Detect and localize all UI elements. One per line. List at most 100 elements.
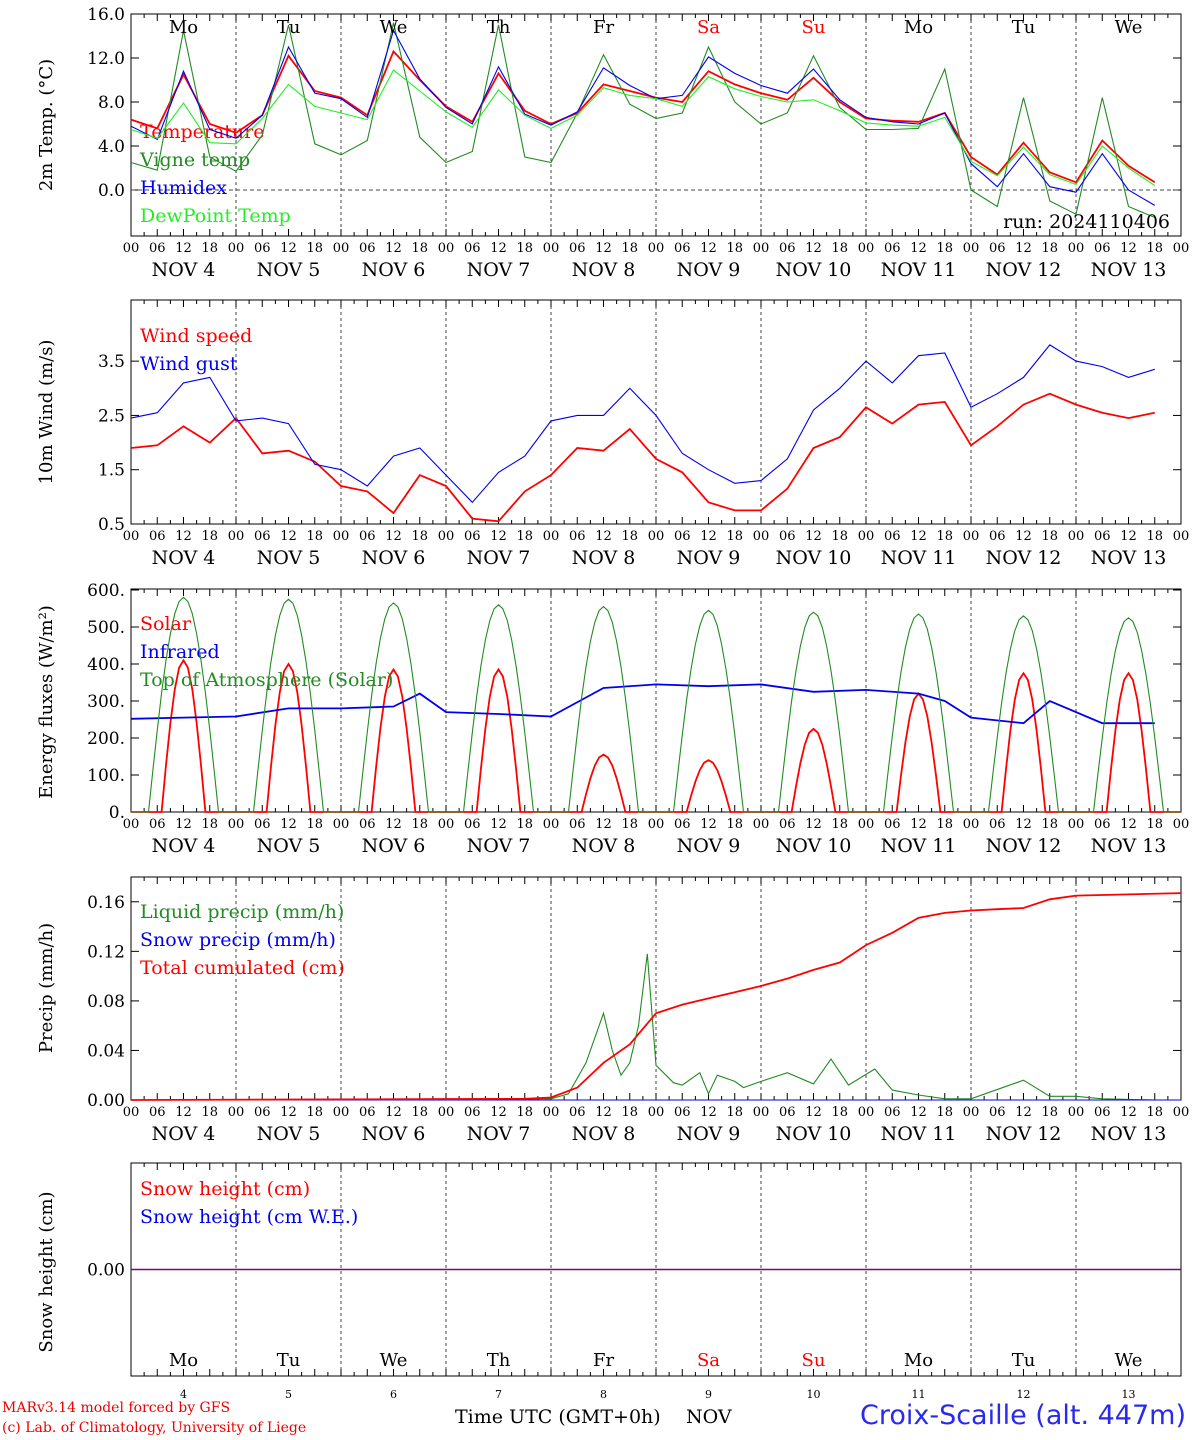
y-axis-title: Precip (mm/h) — [36, 923, 57, 1053]
hour-tick-label: 18 — [1146, 817, 1163, 832]
hour-tick-label: 06 — [884, 241, 901, 256]
hour-tick-label: 18 — [1146, 529, 1163, 544]
hour-tick-label: 18 — [621, 1105, 638, 1120]
hour-tick-label: 00 — [648, 529, 665, 544]
date-label: NOV 7 — [467, 547, 531, 569]
hour-tick-label: 06 — [1094, 1105, 1111, 1120]
hour-tick-label: 00 — [753, 529, 770, 544]
date-label: NOV 6 — [362, 259, 426, 281]
date-label: NOV 5 — [257, 547, 321, 569]
date-label: NOV 6 — [362, 835, 426, 857]
hour-tick-label: 18 — [936, 1105, 953, 1120]
hour-tick-label: 12 — [910, 529, 927, 544]
hour-tick-label: 12 — [910, 1105, 927, 1120]
hour-tick-label: 12 — [595, 1105, 612, 1120]
hour-tick-label: 00 — [648, 1105, 665, 1120]
y-tick-label: 0.00 — [87, 1091, 125, 1111]
hour-tick-label: 18 — [1041, 1105, 1058, 1120]
hour-tick-label: 06 — [254, 529, 271, 544]
series-line-infrared — [130, 683, 1155, 725]
hour-tick-label: 00 — [858, 241, 875, 256]
hour-tick-label: 12 — [175, 817, 192, 832]
hour-tick-label: 00 — [1173, 529, 1190, 544]
hour-tick-label: 18 — [201, 1105, 218, 1120]
time-axis-label: Time UTC (GMT+0h) — [455, 1406, 661, 1428]
day-number-label: 9 — [705, 1388, 712, 1401]
hour-tick-label: 12 — [1120, 1105, 1137, 1120]
hour-tick-label: 06 — [674, 817, 691, 832]
weekday-label: Mo — [904, 1350, 933, 1371]
day-number-label: 5 — [285, 1388, 292, 1401]
hour-tick-label: 06 — [779, 529, 796, 544]
hour-tick-label: 12 — [280, 1105, 297, 1120]
hour-tick-label: 12 — [805, 1105, 822, 1120]
hour-tick-label: 18 — [516, 241, 533, 256]
hour-tick-label: 06 — [989, 241, 1006, 256]
date-label: NOV 13 — [1091, 835, 1167, 857]
hour-tick-label: 18 — [831, 817, 848, 832]
hour-tick-label: 06 — [884, 1105, 901, 1120]
hour-tick-label: 12 — [1015, 1105, 1032, 1120]
hour-tick-label: 12 — [1015, 529, 1032, 544]
weekday-label: We — [1115, 1350, 1143, 1371]
hour-tick-label: 18 — [1146, 241, 1163, 256]
date-label: NOV 9 — [677, 259, 741, 281]
hour-tick-label: 18 — [726, 529, 743, 544]
weekday-label: We — [380, 17, 408, 38]
hour-tick-label: 12 — [280, 241, 297, 256]
hour-tick-label: 18 — [621, 817, 638, 832]
hour-tick-label: 00 — [333, 1105, 350, 1120]
date-label: NOV 13 — [1091, 1123, 1167, 1145]
weekday-label: Tu — [277, 1350, 301, 1371]
hour-tick-label: 00 — [438, 241, 455, 256]
hour-tick-label: 06 — [254, 817, 271, 832]
legend-liquid-precip-mm-h-: Liquid precip (mm/h) — [140, 901, 344, 923]
hour-tick-label: 18 — [621, 241, 638, 256]
y-tick-label: 0.0 — [98, 181, 125, 201]
hour-tick-label: 18 — [726, 817, 743, 832]
hour-tick-label: 12 — [1015, 817, 1032, 832]
legend-snow-height-cm-w-e-: Snow height (cm W.E.) — [140, 1206, 358, 1228]
weekday-label: Tu — [1012, 1350, 1036, 1371]
date-label: NOV 6 — [362, 1123, 426, 1145]
date-label: NOV 10 — [776, 259, 852, 281]
hour-tick-label: 12 — [385, 529, 402, 544]
date-label: NOV 5 — [257, 259, 321, 281]
hour-tick-label: 06 — [149, 529, 166, 544]
hour-tick-label: 00 — [228, 529, 245, 544]
hour-tick-label: 06 — [569, 241, 586, 256]
hour-tick-label: 12 — [805, 529, 822, 544]
plot-frame-1 — [130, 299, 1182, 525]
date-label: NOV 5 — [257, 1123, 321, 1145]
hour-tick-label: 06 — [779, 241, 796, 256]
hour-tick-label: 00 — [753, 1105, 770, 1120]
hour-tick-label: 00 — [228, 817, 245, 832]
weekday-label: Mo — [169, 17, 198, 38]
y-tick-label: 4.0 — [98, 137, 125, 157]
y-tick-label: 1.5 — [98, 461, 125, 481]
y-tick-label: 8.0 — [98, 93, 125, 113]
hour-tick-label: 00 — [333, 529, 350, 544]
hour-tick-label: 00 — [963, 817, 980, 832]
model-credit: MARv3.14 model forced by GFS — [2, 1400, 231, 1416]
hour-tick-label: 12 — [385, 241, 402, 256]
hour-tick-label: 12 — [1120, 241, 1137, 256]
date-label: NOV 11 — [881, 835, 957, 857]
date-label: NOV 9 — [677, 1123, 741, 1145]
hour-tick-label: 06 — [674, 1105, 691, 1120]
hour-tick-label: 18 — [516, 817, 533, 832]
hour-tick-label: 12 — [1015, 241, 1032, 256]
hour-tick-label: 18 — [1146, 1105, 1163, 1120]
hour-tick-label: 12 — [595, 817, 612, 832]
hour-tick-label: 06 — [569, 1105, 586, 1120]
date-label: NOV 7 — [467, 259, 531, 281]
legend-snow-precip-mm-h-: Snow precip (mm/h) — [140, 929, 336, 951]
legend-humidex: Humidex — [140, 177, 227, 199]
date-label: NOV 4 — [152, 1123, 216, 1145]
date-label: NOV 12 — [986, 259, 1062, 281]
hour-tick-label: 18 — [831, 1105, 848, 1120]
hour-tick-label: 12 — [1120, 817, 1137, 832]
day-number-label: 11 — [912, 1388, 926, 1401]
weekday-label: Mo — [904, 17, 933, 38]
hour-tick-label: 00 — [1068, 241, 1085, 256]
